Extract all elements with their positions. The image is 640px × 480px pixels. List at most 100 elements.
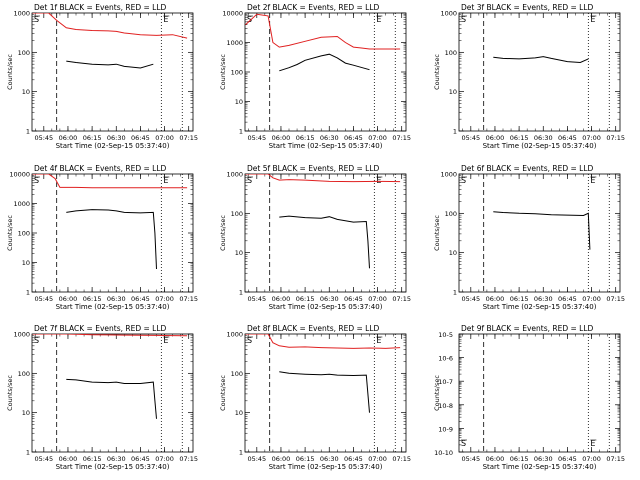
start-marker: S bbox=[461, 439, 466, 448]
lld-series-line bbox=[245, 334, 401, 349]
x-tick-label: 07:00 bbox=[155, 295, 174, 303]
y-tick-label: 1 bbox=[239, 289, 243, 297]
events-series-line bbox=[493, 211, 591, 250]
end-marker: E bbox=[163, 15, 168, 24]
y-tick-label: 10000 bbox=[9, 171, 30, 179]
x-tick-label: 05:45 bbox=[34, 295, 53, 303]
end-marker: E bbox=[376, 336, 381, 345]
plot-frame bbox=[458, 173, 621, 293]
x-tick-label: 06:45 bbox=[131, 455, 150, 463]
x-tick-label: 06:30 bbox=[320, 455, 339, 463]
y-axis-label: Counts/sec bbox=[219, 215, 227, 251]
x-tick-label: 05:45 bbox=[247, 295, 266, 303]
start-marker: S bbox=[247, 15, 252, 24]
y-tick-label: 100 bbox=[445, 210, 457, 218]
panel-title: Det 3f BLACK = Events, RED = LLD bbox=[461, 3, 594, 12]
y-axis-label: Counts/sec bbox=[433, 215, 441, 251]
x-tick-label: 06:45 bbox=[344, 455, 363, 463]
x-tick-label: 06:15 bbox=[83, 295, 102, 303]
plot-frame bbox=[31, 333, 194, 453]
y-tick-label: 1000 bbox=[440, 171, 457, 179]
x-tick-label: 07:15 bbox=[179, 295, 198, 303]
x-tick-label: 06:30 bbox=[534, 455, 553, 463]
x-tick-label: 05:45 bbox=[34, 134, 53, 142]
panel-det-9: Det 9f BLACK = Events, RED = LLD 10-10 10-… bbox=[433, 324, 625, 471]
panel-det-4: Det 4f BLACK = Events, RED = LLD 1 10 100 10… bbox=[6, 164, 198, 311]
end-marker: E bbox=[163, 176, 168, 185]
y-tick-label: 1 bbox=[453, 289, 457, 297]
y-tick-label: 10 bbox=[22, 409, 30, 417]
y-tick-label: 100 bbox=[18, 230, 30, 238]
y-tick-label: 1000 bbox=[440, 10, 457, 18]
panel-title: Det 2f BLACK = Events, RED = LLD bbox=[247, 3, 380, 12]
x-tick-label: 06:45 bbox=[558, 295, 577, 303]
y-tick-label: 1 bbox=[239, 449, 243, 457]
start-marker: S bbox=[34, 15, 39, 24]
start-marker: S bbox=[247, 336, 252, 345]
x-tick-label: 06:30 bbox=[107, 134, 126, 142]
x-axis-label: Start Time (02-Sep-15 05:37:40) bbox=[56, 142, 170, 150]
y-tick-label: 100 bbox=[18, 49, 30, 57]
panel-title: Det 7f BLACK = Events, RED = LLD bbox=[34, 324, 167, 333]
y-tick-label: 1 bbox=[239, 128, 243, 136]
x-axis-label: Start Time (02-Sep-15 05:37:40) bbox=[483, 303, 597, 311]
end-marker: E bbox=[376, 15, 381, 24]
y-tick-label: 10 bbox=[235, 409, 243, 417]
x-tick-label: 07:15 bbox=[392, 455, 411, 463]
events-series-line bbox=[279, 215, 370, 269]
x-tick-label: 06:00 bbox=[486, 455, 505, 463]
x-axis-label: Start Time (02-Sep-15 05:37:40) bbox=[269, 303, 383, 311]
x-tick-label: 06:00 bbox=[59, 455, 78, 463]
y-tick-label: 1 bbox=[453, 128, 457, 136]
end-marker: E bbox=[590, 15, 595, 24]
x-axis-label: Start Time (02-Sep-15 05:37:40) bbox=[269, 463, 383, 471]
x-tick-label: 06:15 bbox=[83, 134, 102, 142]
x-tick-label: 06:15 bbox=[296, 455, 315, 463]
plot-frame bbox=[31, 173, 194, 293]
y-tick-label: 1 bbox=[26, 449, 30, 457]
x-axis-label: Start Time (02-Sep-15 05:37:40) bbox=[269, 142, 383, 150]
x-tick-label: 06:15 bbox=[510, 295, 529, 303]
panel-det-6: Det 6f BLACK = Events, RED = LLD 1 10 100 10… bbox=[433, 164, 625, 311]
events-series-line bbox=[66, 378, 157, 419]
x-tick-label: 07:15 bbox=[606, 134, 625, 142]
x-tick-label: 06:00 bbox=[486, 295, 505, 303]
events-series-line bbox=[66, 60, 154, 69]
panel-title: Det 9f BLACK = Events, RED = LLD bbox=[461, 324, 594, 333]
lld-series-line bbox=[245, 174, 401, 183]
x-tick-label: 07:15 bbox=[392, 134, 411, 142]
plot-frame bbox=[244, 173, 407, 293]
x-tick-label: 07:00 bbox=[368, 295, 387, 303]
x-tick-label: 06:15 bbox=[83, 455, 102, 463]
x-tick-label: 06:00 bbox=[272, 455, 291, 463]
panel-det-3: Det 3f BLACK = Events, RED = LLD 1 10 100 10… bbox=[433, 3, 625, 150]
y-axis-label: Counts/sec bbox=[6, 54, 14, 90]
x-tick-label: 06:00 bbox=[59, 134, 78, 142]
y-tick-label: 1000 bbox=[226, 331, 243, 339]
x-tick-label: 06:00 bbox=[486, 134, 505, 142]
x-tick-label: 06:30 bbox=[320, 295, 339, 303]
events-series-line bbox=[66, 209, 157, 270]
y-axis-label: Counts/sec bbox=[219, 375, 227, 411]
x-tick-label: 07:00 bbox=[155, 455, 174, 463]
lld-series-line bbox=[32, 174, 188, 189]
y-tick-label: 10 bbox=[449, 249, 457, 257]
y-tick-label: 1 bbox=[26, 289, 30, 297]
y-tick-label: 10-5 bbox=[438, 331, 453, 339]
x-tick-label: 05:45 bbox=[461, 295, 480, 303]
plot-frame bbox=[31, 12, 194, 132]
x-tick-label: 06:45 bbox=[558, 455, 577, 463]
y-tick-label: 100 bbox=[231, 210, 243, 218]
y-tick-label: 10 bbox=[235, 98, 243, 106]
x-tick-label: 07:15 bbox=[606, 455, 625, 463]
x-tick-label: 06:45 bbox=[344, 134, 363, 142]
plot-frame bbox=[244, 12, 407, 132]
y-tick-label: 1000 bbox=[13, 200, 30, 208]
y-tick-label: 10 bbox=[22, 88, 30, 96]
lld-series-line bbox=[32, 13, 188, 39]
y-tick-label: 100 bbox=[231, 370, 243, 378]
x-tick-label: 06:45 bbox=[344, 295, 363, 303]
events-series-line bbox=[279, 53, 370, 72]
end-marker: E bbox=[376, 176, 381, 185]
